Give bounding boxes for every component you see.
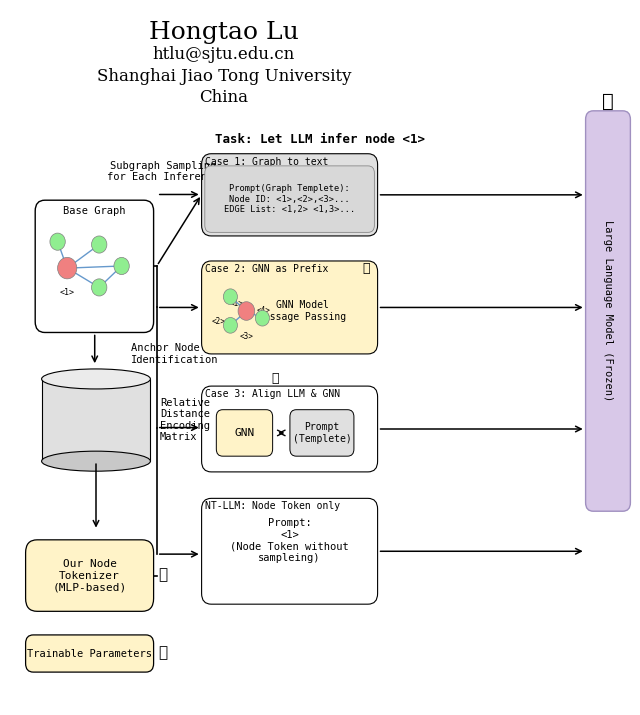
Text: ❄: ❄ bbox=[602, 93, 614, 112]
Text: <2>: <2> bbox=[212, 317, 226, 327]
Text: Relative
Distance
Encoding
Matrix: Relative Distance Encoding Matrix bbox=[160, 398, 210, 443]
Text: NT-LLM: Node Token only: NT-LLM: Node Token only bbox=[205, 501, 340, 511]
FancyBboxPatch shape bbox=[290, 410, 354, 456]
Text: Case 1: Graph to text: Case 1: Graph to text bbox=[205, 157, 328, 167]
Text: Our Node
Tokenizer
(MLP-based): Our Node Tokenizer (MLP-based) bbox=[52, 559, 127, 592]
FancyBboxPatch shape bbox=[202, 386, 378, 472]
Text: Case 2: GNN as Prefix: Case 2: GNN as Prefix bbox=[205, 264, 328, 274]
Text: Shanghai Jiao Tong University: Shanghai Jiao Tong University bbox=[97, 68, 351, 85]
Circle shape bbox=[50, 233, 65, 250]
Text: Anchor Node
Identification: Anchor Node Identification bbox=[131, 343, 219, 365]
Circle shape bbox=[92, 236, 107, 253]
Text: htlu@sjtu.edu.cn: htlu@sjtu.edu.cn bbox=[153, 46, 295, 64]
Circle shape bbox=[223, 317, 237, 333]
Text: Prompt(Graph Templete):
Node ID: <1>,<2>,<3>...
EDGE List: <1,2> <1,3>...: Prompt(Graph Templete): Node ID: <1>,<2>… bbox=[224, 184, 355, 214]
Text: Trainable Parameters: Trainable Parameters bbox=[27, 649, 152, 659]
Text: Base Graph: Base Graph bbox=[63, 206, 125, 216]
Circle shape bbox=[58, 257, 77, 279]
Text: GNN: GNN bbox=[234, 428, 255, 438]
Text: <1>: <1> bbox=[60, 288, 75, 297]
Circle shape bbox=[92, 279, 107, 296]
Text: Subgraph Sampling
for Each Inference: Subgraph Sampling for Each Inference bbox=[107, 161, 220, 182]
Bar bbox=[42, 379, 150, 461]
FancyBboxPatch shape bbox=[26, 540, 154, 611]
Text: Task: Let LLM infer node <1>: Task: Let LLM infer node <1> bbox=[215, 133, 425, 146]
Text: 🔥: 🔥 bbox=[362, 262, 370, 275]
FancyBboxPatch shape bbox=[205, 166, 374, 232]
FancyBboxPatch shape bbox=[586, 111, 630, 511]
Text: Prompt:
<1>
(Node Token without
sampleing): Prompt: <1> (Node Token without samplein… bbox=[230, 518, 349, 563]
Text: <3>: <3> bbox=[239, 332, 253, 341]
FancyBboxPatch shape bbox=[35, 200, 154, 332]
Text: China: China bbox=[200, 89, 248, 107]
Text: Hongtao Lu: Hongtao Lu bbox=[149, 21, 299, 44]
FancyBboxPatch shape bbox=[202, 154, 378, 236]
Text: Large Language Model (Frozen): Large Language Model (Frozen) bbox=[603, 220, 613, 402]
Text: <4>: <4> bbox=[257, 306, 271, 315]
Text: 🔥: 🔥 bbox=[271, 372, 279, 385]
Text: GNN Model
Message Passing: GNN Model Message Passing bbox=[258, 300, 346, 322]
Circle shape bbox=[238, 302, 255, 320]
Circle shape bbox=[114, 257, 129, 275]
FancyBboxPatch shape bbox=[26, 635, 154, 672]
Ellipse shape bbox=[42, 451, 150, 471]
Text: 🔥: 🔥 bbox=[159, 646, 168, 661]
FancyBboxPatch shape bbox=[216, 410, 273, 456]
FancyBboxPatch shape bbox=[202, 261, 378, 354]
Ellipse shape bbox=[42, 369, 150, 389]
FancyBboxPatch shape bbox=[202, 498, 378, 604]
Circle shape bbox=[223, 289, 237, 305]
Text: Case 3: Align LLM & GNN: Case 3: Align LLM & GNN bbox=[205, 389, 340, 399]
Text: <1>: <1> bbox=[230, 299, 244, 308]
Text: 🔥: 🔥 bbox=[159, 568, 168, 583]
Text: Prompt
(Templete): Prompt (Templete) bbox=[292, 422, 351, 444]
Circle shape bbox=[255, 310, 269, 326]
